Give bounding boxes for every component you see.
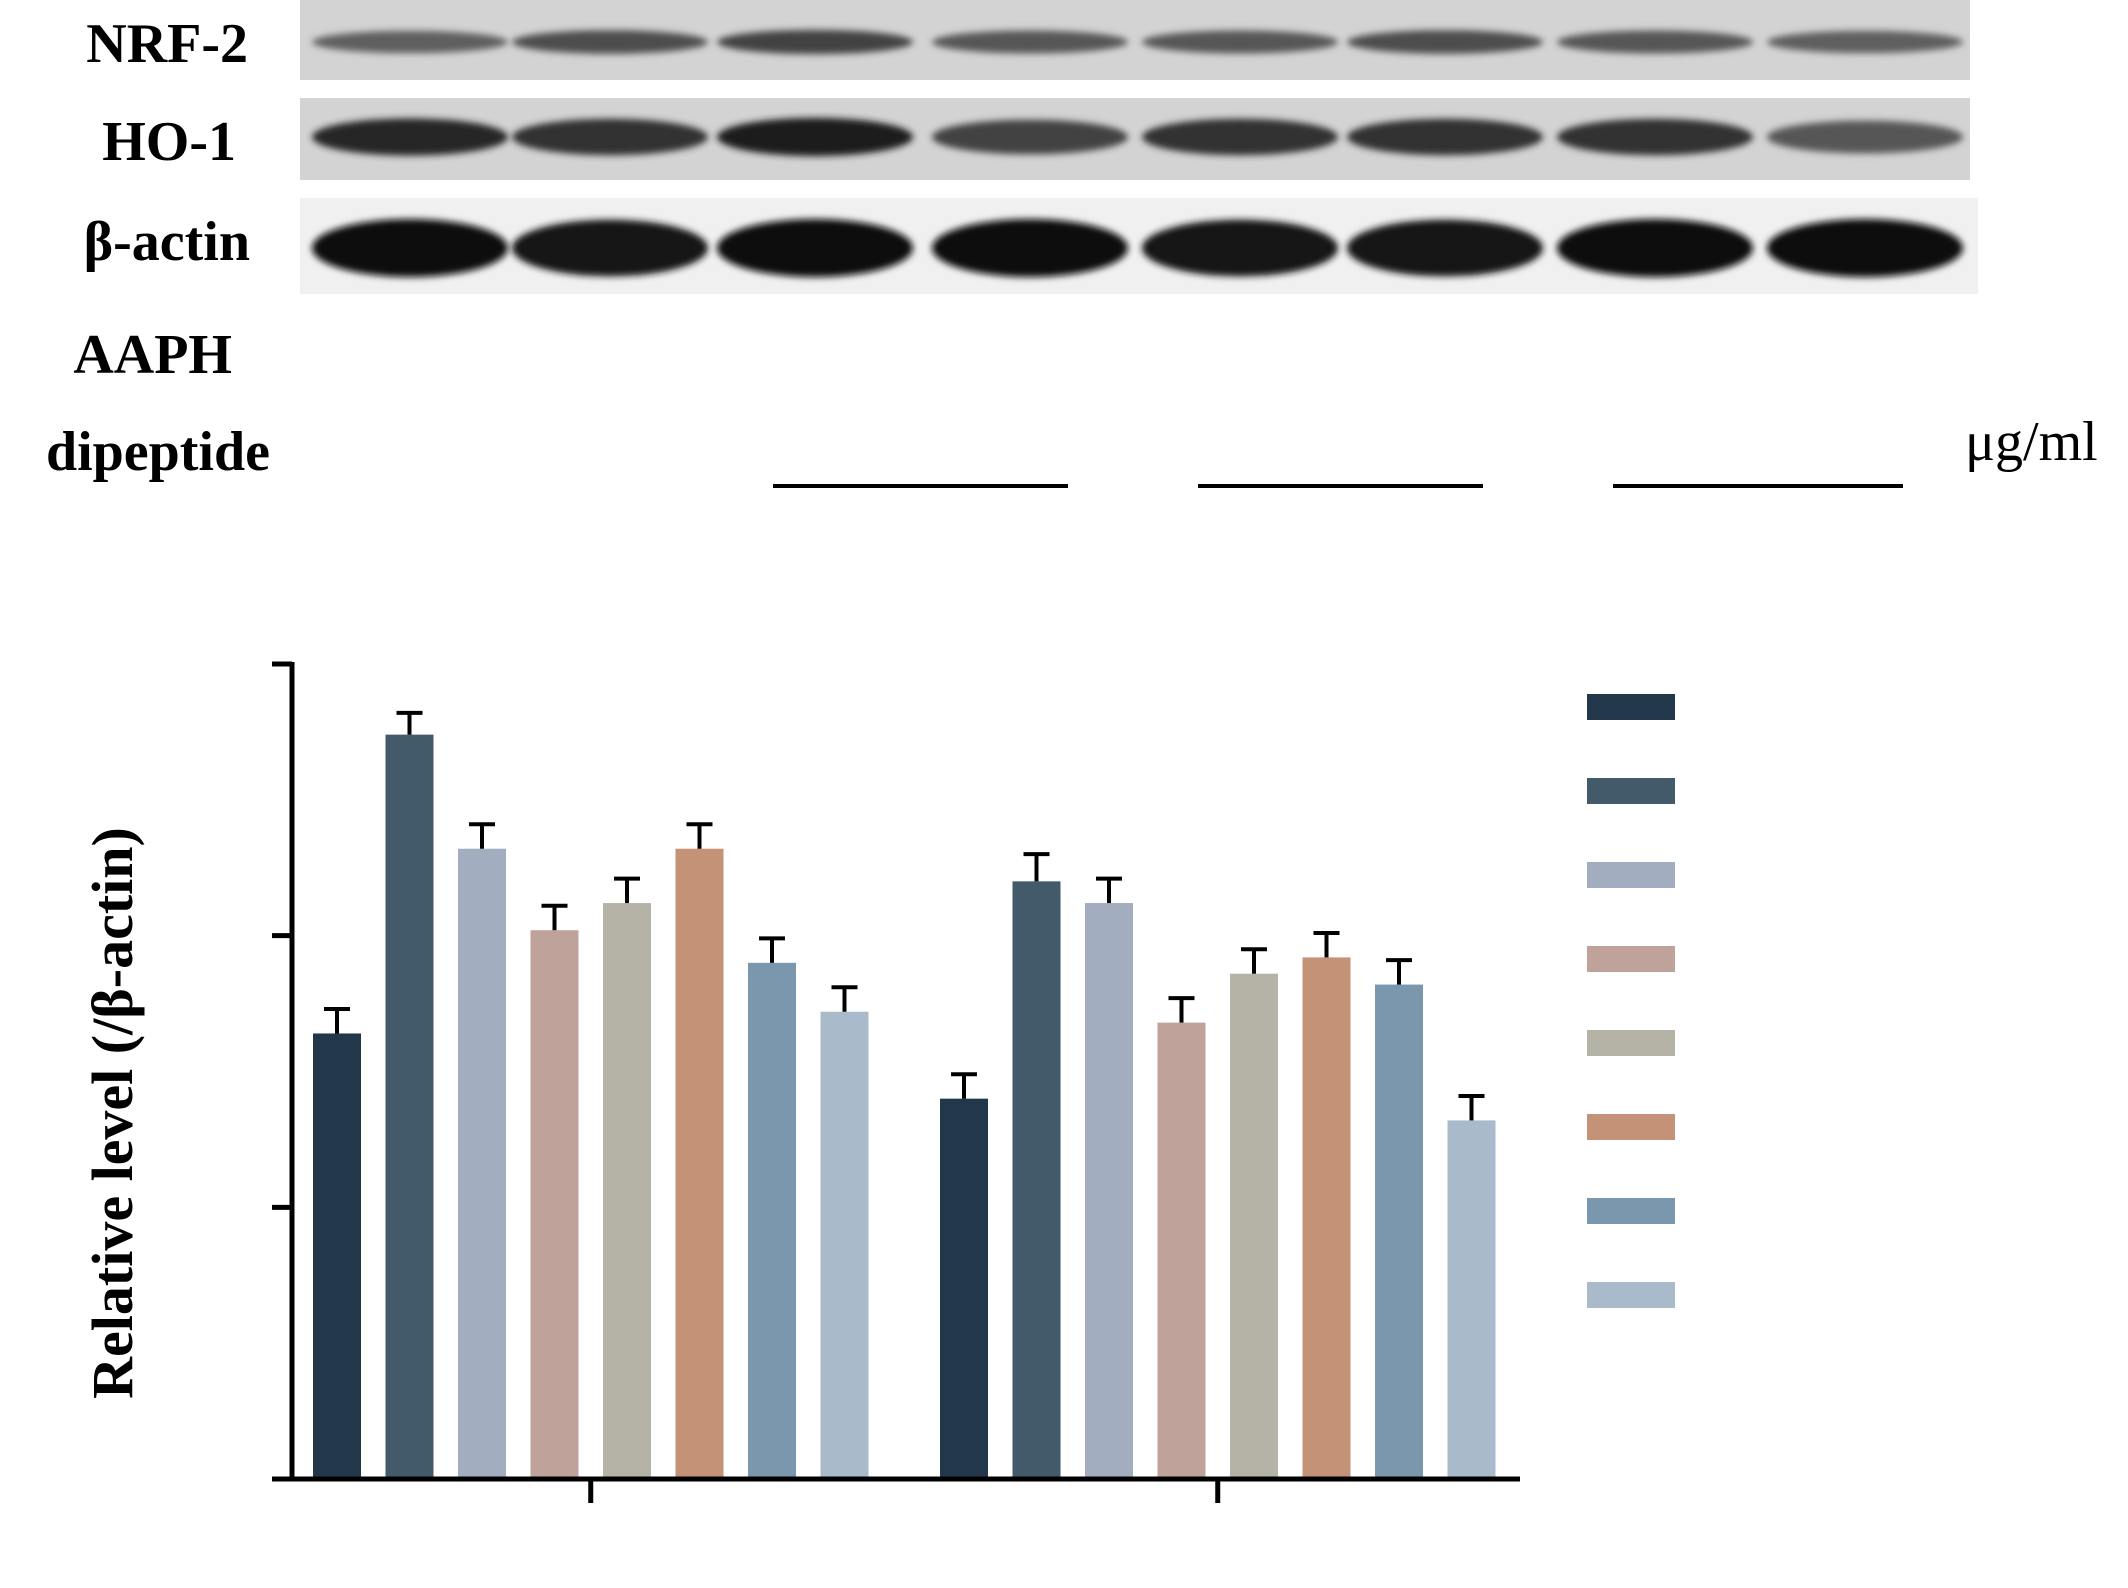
axes xyxy=(272,661,1520,1503)
blot-band xyxy=(1767,120,1963,154)
bar xyxy=(675,848,724,1479)
blot-row xyxy=(300,0,1970,80)
blot-band xyxy=(1142,118,1338,156)
blot-band xyxy=(312,30,508,54)
blot-band xyxy=(1557,30,1753,54)
bar xyxy=(1012,881,1061,1479)
legend-item xyxy=(1587,778,1675,804)
legend-swatch xyxy=(1587,778,1675,804)
blot-band xyxy=(312,219,508,277)
bar xyxy=(458,848,506,1479)
bar xyxy=(603,903,651,1479)
legend-swatch xyxy=(1587,946,1675,972)
bars xyxy=(313,710,1496,1479)
legend-swatch xyxy=(1587,1114,1675,1140)
blot-band xyxy=(717,117,913,157)
legend-item xyxy=(1587,1030,1675,1056)
blot-band xyxy=(717,219,913,277)
blot-row xyxy=(300,198,1978,294)
blot-band xyxy=(1767,30,1963,54)
western-blot-panel: NRF-2 HO-1 β-actin AAPH dipeptide μg/ml xyxy=(46,0,2098,488)
legend-item xyxy=(1587,946,1675,972)
bar xyxy=(748,962,796,1479)
blot-band xyxy=(932,119,1128,155)
blot-band xyxy=(1557,118,1753,156)
bar xyxy=(940,1098,988,1479)
blot-band xyxy=(717,29,913,55)
bar xyxy=(1230,973,1278,1479)
legend-item xyxy=(1587,862,1675,888)
legend-item xyxy=(1587,1282,1675,1308)
blot-row xyxy=(300,98,1970,180)
blot-band xyxy=(1142,30,1338,54)
legend-swatch xyxy=(1587,1030,1675,1056)
blot-band xyxy=(512,30,708,54)
treatment-table: AAPH dipeptide μg/ml xyxy=(46,324,2098,488)
blot-band xyxy=(512,219,708,277)
legend-item xyxy=(1587,694,1675,720)
treatment-label-dipeptide: dipeptide xyxy=(46,421,270,483)
blot-band xyxy=(1347,30,1543,54)
blot-band xyxy=(512,118,708,156)
bar xyxy=(820,1011,869,1479)
dose-unit: μg/ml xyxy=(1965,411,2098,473)
blot-label-beta-actin: β-actin xyxy=(84,211,250,273)
legend-item xyxy=(1587,1198,1675,1224)
blot-band xyxy=(932,30,1128,54)
blot-row-labels: NRF-2 HO-1 β-actin xyxy=(84,13,250,273)
blot-band xyxy=(932,219,1128,277)
bar xyxy=(530,930,579,1479)
bar xyxy=(1447,1120,1496,1479)
bar-chart: Relative level (/β-actin) xyxy=(80,661,1675,1503)
bar xyxy=(1085,903,1133,1479)
blot-band xyxy=(1767,219,1963,277)
bar xyxy=(1157,1022,1206,1479)
legend-swatch xyxy=(1587,694,1675,720)
legend xyxy=(1587,694,1675,1308)
blot-band xyxy=(312,118,508,156)
legend-swatch xyxy=(1587,862,1675,888)
bar xyxy=(1375,984,1423,1479)
blot-label-ho1: HO-1 xyxy=(102,111,236,173)
blot-band xyxy=(1142,219,1338,277)
blot-band xyxy=(1347,219,1543,277)
bar xyxy=(313,1033,361,1479)
treatment-label-aaph: AAPH xyxy=(73,324,232,386)
legend-swatch xyxy=(1587,1198,1675,1224)
legend-swatch xyxy=(1587,1282,1675,1308)
y-axis-title: Relative level (/β-actin) xyxy=(80,827,145,1399)
bar xyxy=(385,734,434,1479)
blot-rows xyxy=(300,0,1978,294)
blot-label-nrf2: NRF-2 xyxy=(86,13,248,75)
blot-band xyxy=(1347,118,1543,156)
legend-item xyxy=(1587,1114,1675,1140)
bar xyxy=(1302,957,1351,1479)
blot-band xyxy=(1557,219,1753,277)
